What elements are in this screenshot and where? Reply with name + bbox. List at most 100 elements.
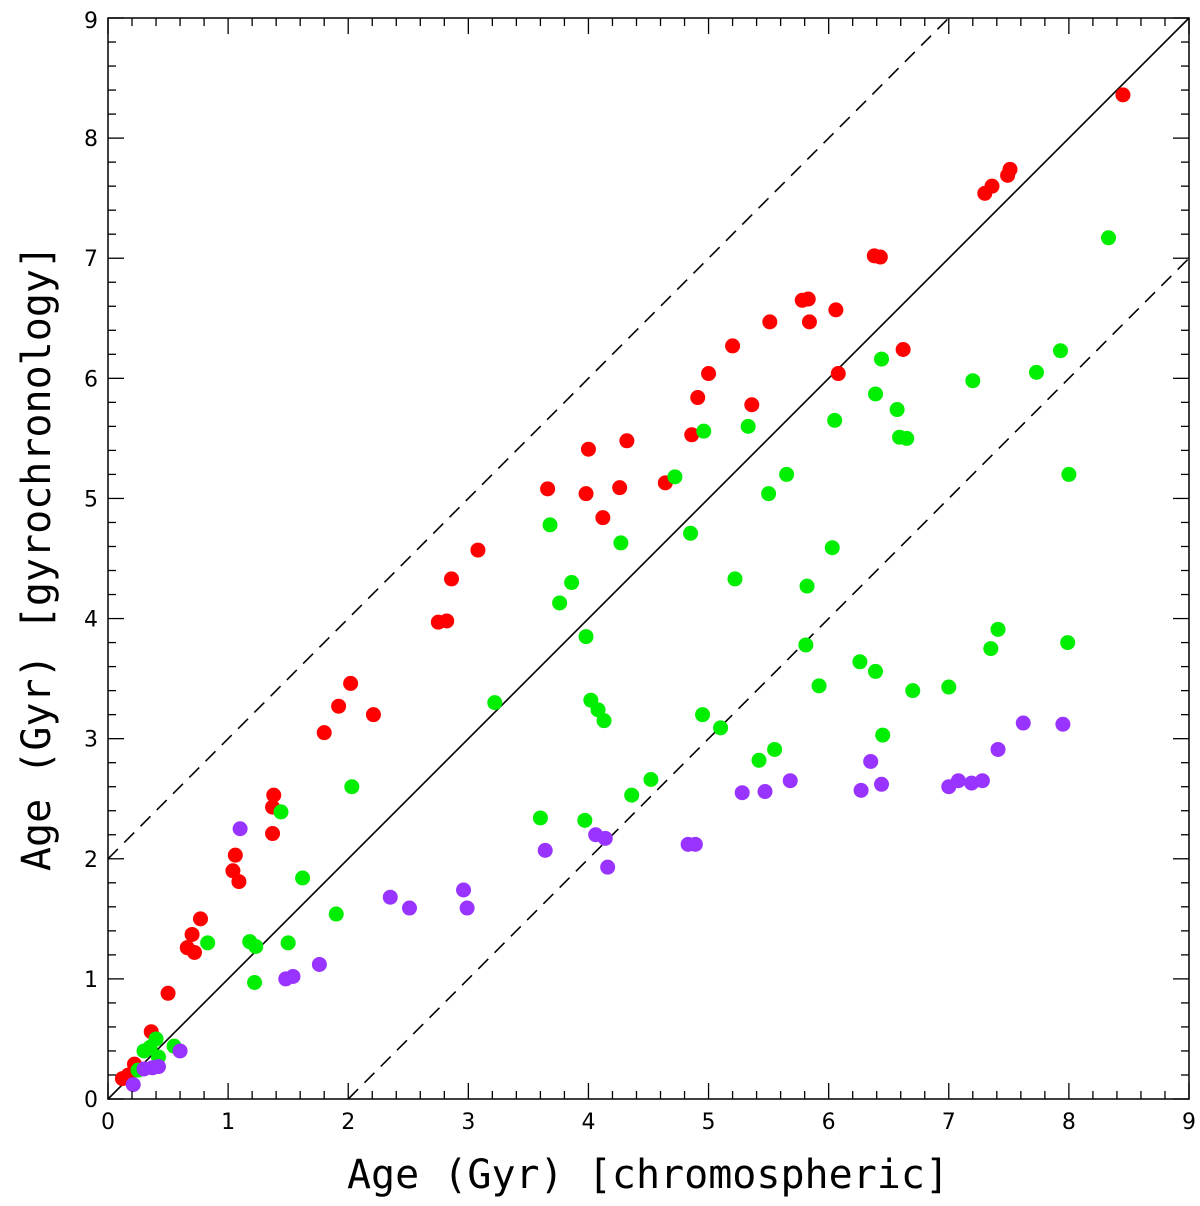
reference-lines (107, 17, 1190, 1100)
series-0-point-33 (725, 338, 741, 354)
axis-ticks (107, 17, 1190, 1100)
series-0-point-12 (265, 826, 281, 842)
series-0-point-8 (192, 911, 208, 927)
plot-frame (107, 17, 1190, 1100)
series-1-point-60 (1061, 466, 1077, 482)
series-1-point-61 (1101, 230, 1117, 246)
series-1-point-54 (965, 373, 981, 389)
y-tick-label-4: 4 (84, 608, 98, 633)
series-1-point-52 (905, 683, 921, 699)
series-0-point-37 (800, 291, 816, 307)
series-0-point-47 (1002, 161, 1018, 177)
x-tick-label-0: 0 (101, 1110, 115, 1135)
series-1-point-25 (613, 535, 629, 551)
series-0-point-48 (1115, 87, 1131, 103)
series-2-point-22 (853, 782, 869, 798)
series-0-point-24 (578, 486, 594, 502)
series-0-point-17 (343, 675, 359, 691)
series-0-point-31 (690, 390, 706, 406)
y-axis-tick-labels: 0 1 2 3 4 5 6 7 8 9 (84, 9, 98, 1113)
series-1-point-37 (767, 741, 783, 757)
series-1-point-55 (983, 641, 999, 657)
series-2-point-26 (950, 773, 966, 789)
x-tick-label-2: 2 (341, 1110, 355, 1135)
series-0-point-32 (701, 366, 717, 382)
x-tick-label-7: 7 (942, 1110, 956, 1135)
series-0-point-28 (619, 433, 635, 449)
series-2-point-30 (1015, 715, 1031, 731)
y-tick-label-0: 0 (84, 1088, 98, 1113)
series-0-point-34 (744, 397, 760, 413)
series-2-point-23 (863, 753, 879, 769)
series-1-point-43 (827, 412, 843, 428)
series-2-point-5 (232, 821, 248, 837)
series-1-point-13 (328, 906, 344, 922)
series-1-point-3 (148, 1031, 164, 1047)
series-1-point-21 (578, 629, 594, 645)
series-2-point-29 (990, 741, 1006, 757)
series-0-point-26 (595, 510, 611, 526)
series-1-point-30 (695, 707, 711, 723)
series-1-point-53 (941, 679, 957, 695)
x-tick-label-9: 9 (1182, 1110, 1196, 1135)
series-1-point-38 (779, 466, 795, 482)
series-0-point-43 (895, 342, 911, 358)
series-1-point-31 (696, 423, 712, 439)
series-0-point-10 (227, 847, 243, 863)
series-0-point-27 (612, 480, 628, 496)
series-0-point-38 (801, 314, 817, 330)
series-1-point-32 (713, 720, 729, 736)
x-tick-label-6: 6 (822, 1110, 836, 1135)
series-2-point-7 (285, 968, 301, 984)
series-1-point-9 (248, 938, 264, 954)
series-1-point-51 (899, 430, 915, 446)
series-2-point-10 (401, 900, 417, 916)
series-1-point-40 (799, 578, 815, 594)
x-tick-label-8: 8 (1062, 1110, 1076, 1135)
y-tick-label-8: 8 (84, 127, 98, 152)
series-0-point-4 (160, 985, 176, 1001)
x-tick-label-3: 3 (461, 1110, 475, 1135)
series-2-point-16 (600, 859, 616, 875)
y-tick-label-1: 1 (84, 968, 98, 993)
dashed-reference-line-2 (347, 257, 1190, 1100)
series-1-point-17 (542, 517, 558, 533)
series-0-point-25 (580, 441, 596, 457)
x-tick-label-1: 1 (221, 1110, 235, 1135)
data-points (114, 87, 1131, 1093)
series-2-point-18 (687, 836, 703, 852)
y-axis-label: Age (Gyr) [gyrochronology] (14, 245, 60, 871)
series-1-point-57 (1028, 364, 1044, 380)
series-0-point-18 (365, 707, 381, 723)
series-2-point-13 (537, 842, 553, 858)
series-1-point-42 (824, 540, 840, 556)
series-2-point-0 (125, 1077, 141, 1093)
series-0-point-35 (762, 314, 778, 330)
series-1-point-34 (740, 418, 756, 434)
series-2-point-15 (597, 830, 613, 846)
series-2-point-21 (782, 773, 798, 789)
series-2-point-19 (734, 785, 750, 801)
series-1-point-15 (487, 695, 503, 711)
series-1-point-8 (247, 974, 263, 990)
series-1-point-45 (868, 663, 884, 679)
series-1-point-26 (624, 787, 640, 803)
series-2-point-4 (172, 1043, 188, 1059)
series-0-point-21 (444, 571, 460, 587)
y-tick-label-3: 3 (84, 728, 98, 753)
series-1-point-12 (295, 870, 311, 886)
series-1-point-47 (874, 351, 890, 367)
series-2-point-20 (757, 784, 773, 800)
series-1-point-29 (683, 525, 699, 541)
y-tick-label-2: 2 (84, 848, 98, 873)
series-1-point-56 (990, 621, 1006, 637)
series-1-point-35 (751, 752, 767, 768)
series-1-point-14 (344, 779, 360, 795)
series-1-point-20 (577, 812, 593, 828)
series-1-point-10 (273, 804, 289, 820)
series-0-point-7 (186, 944, 202, 960)
series-0-point-45 (984, 178, 1000, 194)
series-0-point-42 (872, 249, 888, 265)
series-1-point-33 (727, 571, 743, 587)
